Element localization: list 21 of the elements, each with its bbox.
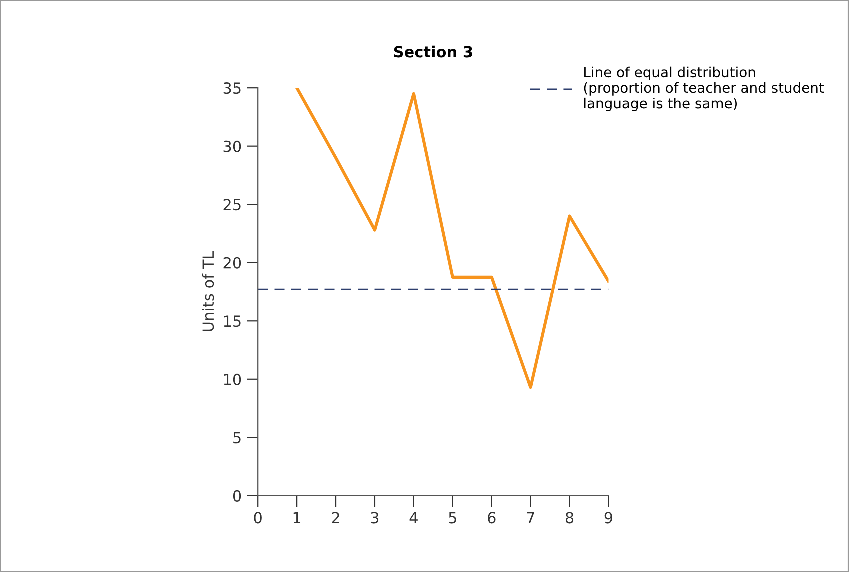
chart-title: Section 3 (394, 46, 472, 58)
x-tick-label: 2 (332, 512, 340, 524)
legend-label: Line of equal distribution (proportion of teacher and student language is the same) (584, 66, 824, 112)
x-tick-label: 8 (566, 512, 574, 524)
y-tick-label: 25 (224, 199, 241, 211)
x-tick-label: 5 (449, 512, 456, 524)
y-tick-label: 30 (224, 140, 242, 152)
y-tick-label: 10 (224, 374, 242, 386)
y-tick-label: 15 (224, 316, 241, 328)
x-tick-label: 0 (254, 512, 262, 524)
x-tick-label: 1 (294, 512, 301, 524)
x-tick-label: 3 (371, 512, 379, 524)
x-tick-label: 6 (488, 512, 496, 524)
y-tick-label: 0 (233, 490, 242, 502)
x-tick-label: 4 (410, 512, 418, 524)
y-axis-title: Units of TL (202, 251, 214, 332)
y-tick-label: 5 (234, 432, 241, 444)
y-tick-label: 35 (224, 82, 241, 94)
y-tick-label: 20 (224, 257, 242, 269)
x-tick-label: 7 (527, 512, 534, 524)
x-tick-label: 9 (604, 512, 613, 524)
